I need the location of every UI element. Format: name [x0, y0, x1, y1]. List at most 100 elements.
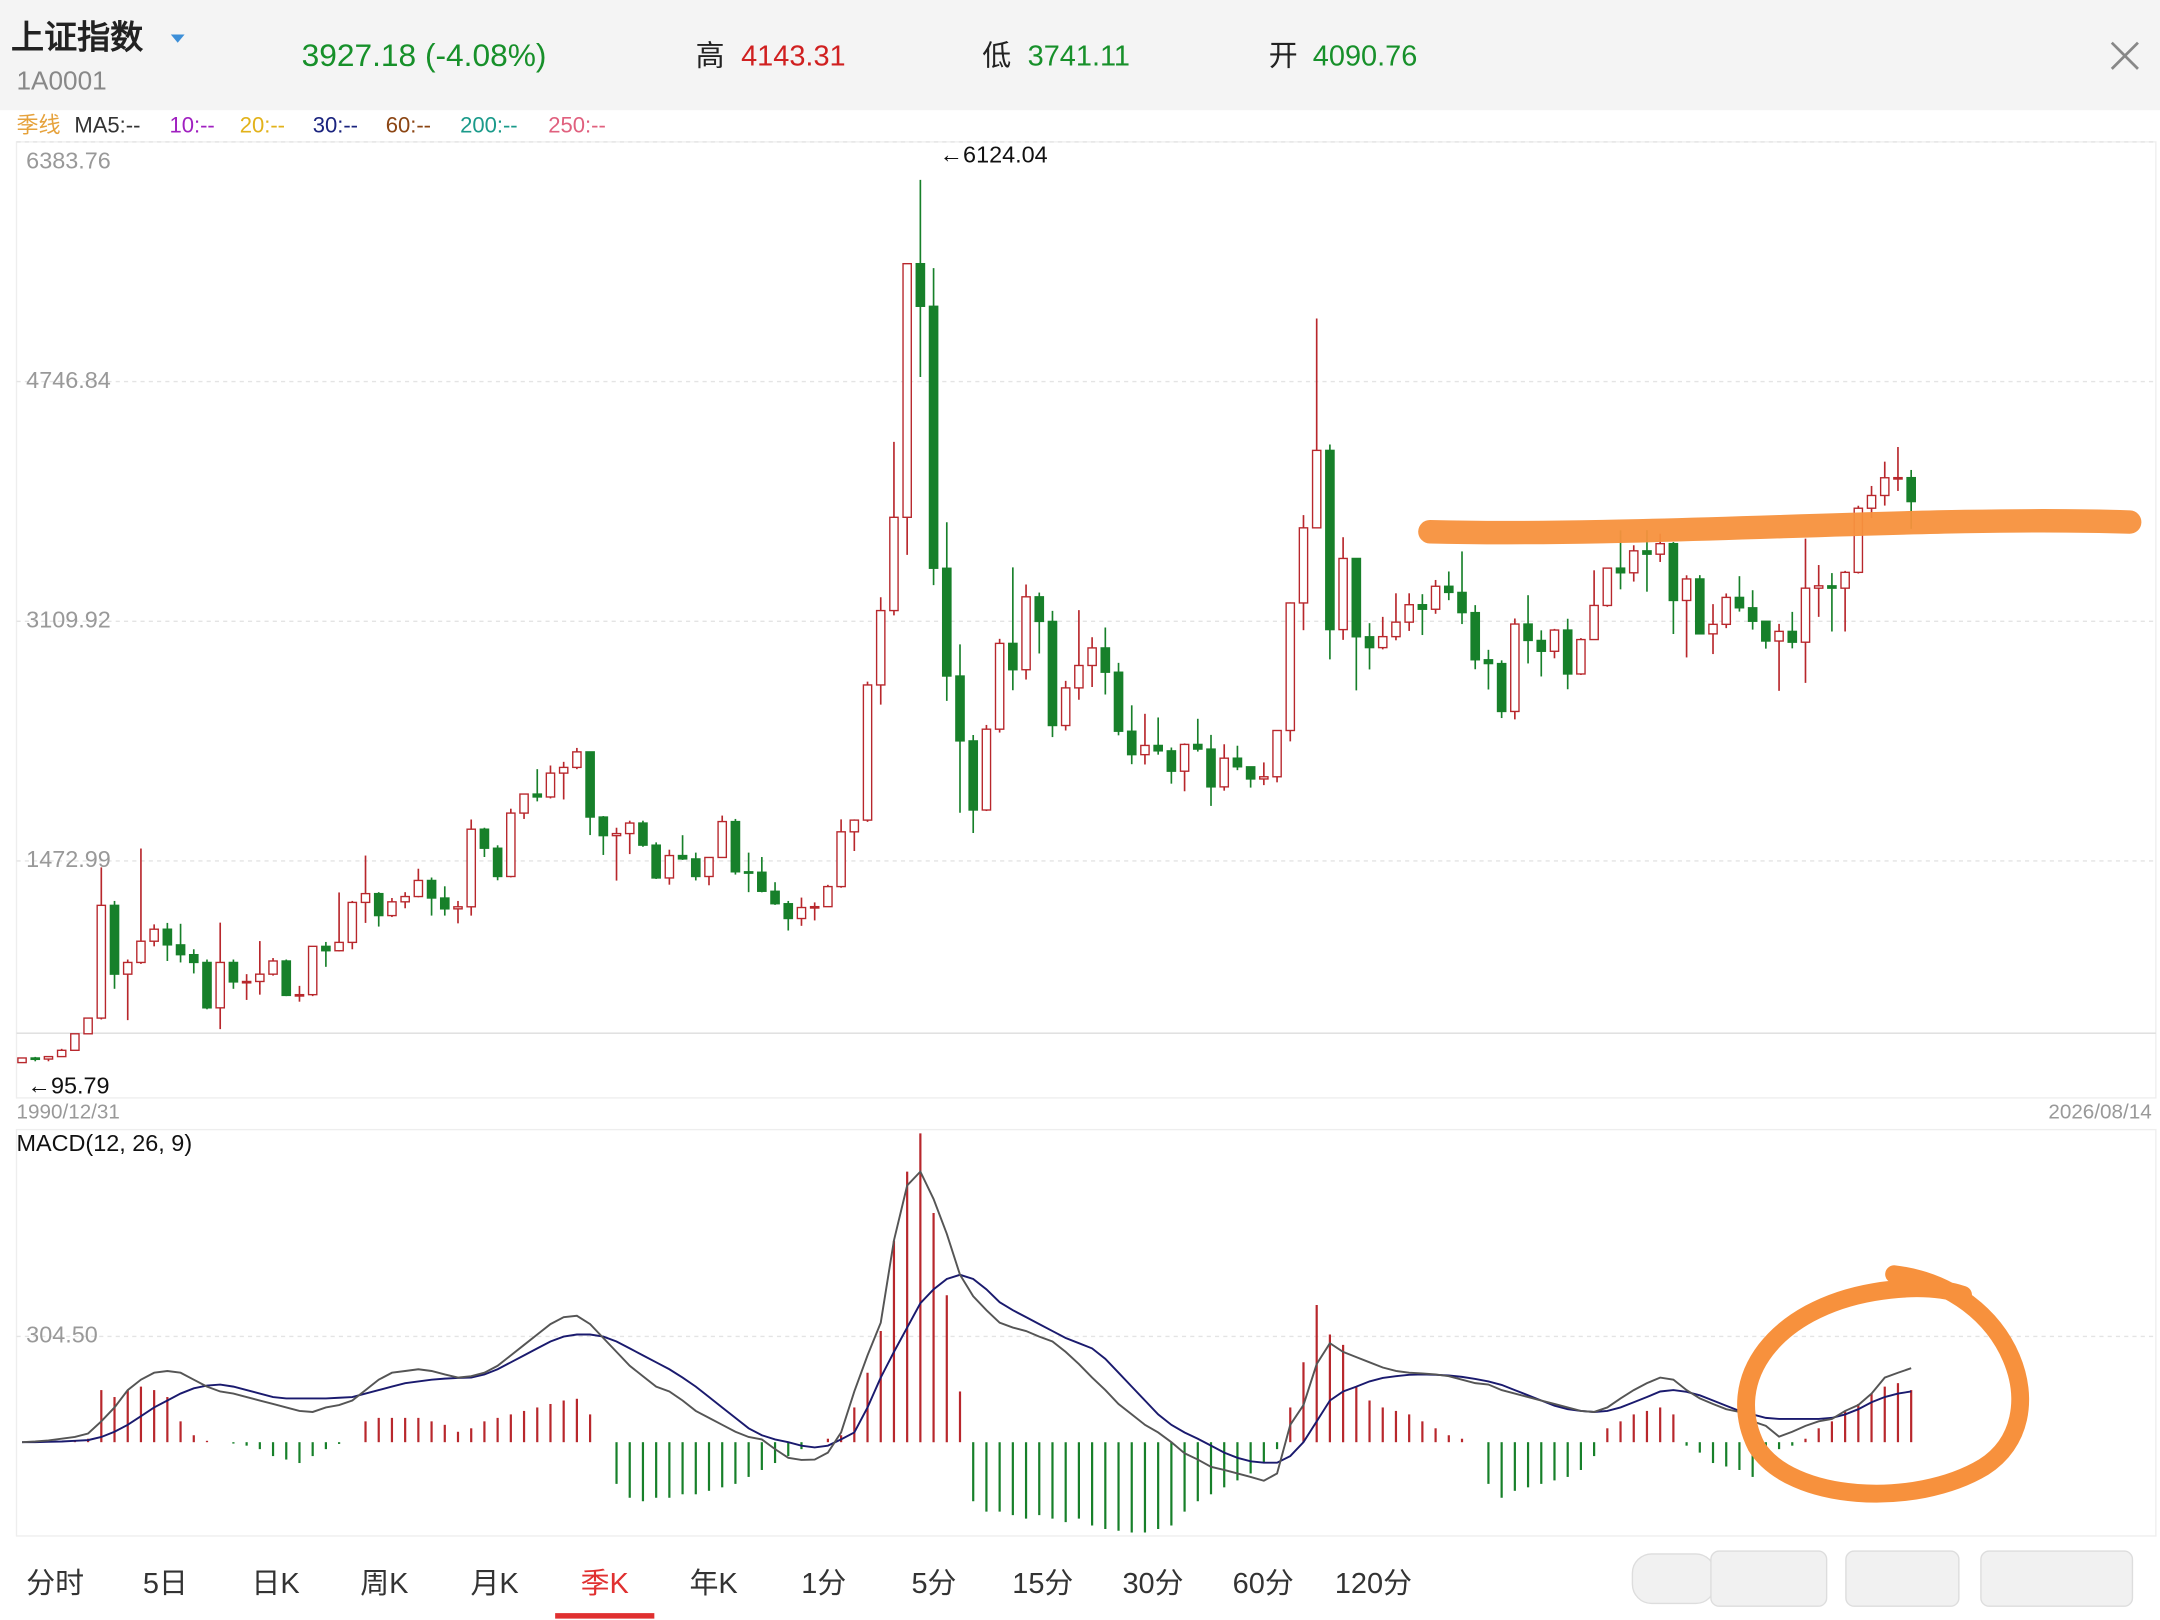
- candle-body: [1694, 578, 1705, 635]
- candle-body: [572, 751, 582, 769]
- candle-body: [1668, 542, 1679, 602]
- candle-body: [889, 516, 899, 612]
- candle-body: [1166, 750, 1177, 772]
- candle-body: [387, 901, 397, 917]
- ma-legend-item: 60:--: [386, 113, 431, 138]
- timeframe-tab[interactable]: 120分: [1335, 1568, 1412, 1600]
- candle-body: [651, 844, 661, 879]
- candle-body: [611, 832, 622, 837]
- candle-body: [519, 793, 529, 814]
- candle-body: [1443, 585, 1454, 594]
- candle-body: [624, 822, 635, 835]
- ma-legend-item: 200:--: [460, 113, 518, 138]
- candle-body: [70, 1033, 80, 1051]
- candle-body: [149, 928, 159, 942]
- high-label: 高: [696, 40, 725, 72]
- timeframe-tab[interactable]: 周K: [360, 1568, 408, 1600]
- candle-body: [1496, 662, 1507, 713]
- candle-body: [1338, 557, 1348, 631]
- candle-body: [492, 847, 503, 878]
- blurred-buttons: [1631, 1550, 2134, 1607]
- high-value: 4143.31: [741, 40, 845, 72]
- candle-body: [334, 941, 344, 952]
- candle-body: [994, 642, 1005, 730]
- candle-body: [862, 684, 873, 821]
- candle-body: [43, 1055, 54, 1060]
- index-code: 1A0001: [17, 66, 107, 96]
- candle-body: [360, 892, 371, 904]
- active-tab-underline: [555, 1613, 655, 1619]
- candle-body: [1549, 629, 1560, 652]
- candle-body: [413, 879, 424, 898]
- candle-body: [439, 897, 450, 910]
- candle-body: [1232, 757, 1243, 768]
- candle-body: [941, 567, 952, 677]
- candle-body: [1113, 671, 1124, 732]
- candle-body: [1562, 629, 1573, 675]
- y-tick-label: 4746.84: [26, 367, 111, 393]
- candle-body: [1272, 729, 1282, 778]
- candle-body: [664, 854, 675, 879]
- candle-body: [598, 816, 609, 837]
- candle-body: [1827, 585, 1837, 589]
- candle-body: [347, 901, 358, 944]
- timeframe-tab[interactable]: 月K: [470, 1568, 518, 1600]
- timeframe-tab[interactable]: 5日: [143, 1568, 188, 1600]
- open-value: 4090.76: [1313, 40, 1418, 72]
- candle-body: [915, 262, 926, 307]
- timeframe-tab[interactable]: 5分: [911, 1568, 956, 1600]
- candle-body: [770, 890, 780, 905]
- plot-area: 季线 MA5:-- 10:-- 20:-- 30:-- 60:-- 200:-- 250:--…: [16, 113, 2156, 1533]
- candle-body: [30, 1057, 41, 1061]
- timeframe-tab[interactable]: 日K: [251, 1568, 299, 1600]
- ma-legend-item: 20:--: [240, 113, 285, 138]
- main-frame: [15, 141, 2157, 1099]
- candle-body: [757, 871, 767, 892]
- close-button[interactable]: [2110, 41, 2139, 70]
- y-tick-label: 3109.92: [26, 606, 111, 632]
- y-tick-label: 6383.76: [26, 148, 111, 174]
- ma-legend-item: 季线: [17, 113, 61, 138]
- timeframe-tab[interactable]: 15分: [1012, 1568, 1073, 1600]
- candle-body: [426, 879, 437, 899]
- candle-body: [228, 961, 239, 983]
- timeframe-tab[interactable]: 年K: [689, 1568, 737, 1600]
- candle-body: [1602, 567, 1613, 607]
- y-tick-label: 1472.99: [26, 846, 111, 872]
- low-label: 低: [982, 40, 1011, 72]
- candle-body: [968, 740, 979, 811]
- candle-body: [796, 906, 807, 920]
- candle-body: [1060, 687, 1071, 727]
- candle-body: [1457, 591, 1467, 614]
- candle-body: [704, 856, 714, 878]
- timeframe-tab[interactable]: 分时: [26, 1568, 84, 1600]
- candle-body: [558, 766, 569, 774]
- candle-body: [1761, 620, 1771, 642]
- candle-body: [294, 993, 305, 997]
- candle-body: [136, 940, 146, 964]
- candle-body: [585, 751, 595, 818]
- macd-frame: [15, 1128, 2157, 1537]
- candle-body: [1100, 647, 1111, 673]
- candle-body: [981, 728, 992, 811]
- candle-body: [1800, 587, 1811, 643]
- dropdown-arrow[interactable]: [170, 34, 185, 43]
- index-name: 上证指数: [11, 20, 144, 57]
- candle-body: [836, 831, 846, 888]
- candle-body: [875, 609, 886, 686]
- candle-body: [1087, 647, 1097, 667]
- candle-body: [281, 960, 292, 997]
- candle-body: [1893, 476, 1903, 480]
- timeframe-tab[interactable]: 30分: [1122, 1568, 1183, 1600]
- candle-body: [466, 828, 477, 908]
- candle-body: [1298, 527, 1309, 604]
- timeframe-tab[interactable]: 60分: [1233, 1568, 1294, 1600]
- candle-body: [83, 1017, 93, 1035]
- timeframe-tab[interactable]: 1分: [801, 1568, 846, 1600]
- open-label: 开: [1269, 40, 1298, 72]
- candle-body: [202, 961, 212, 1009]
- timeframe-tab[interactable]: 季K: [581, 1568, 629, 1600]
- candle-body: [307, 945, 318, 996]
- ma-legend-item: 30:--: [313, 113, 358, 138]
